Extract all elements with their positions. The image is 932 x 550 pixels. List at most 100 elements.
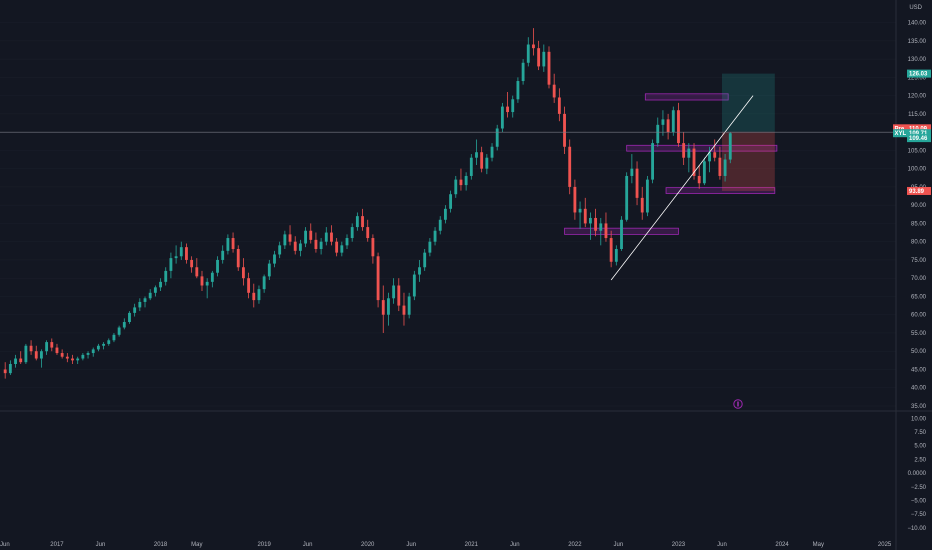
time-tick-label: Jun bbox=[406, 542, 416, 548]
target-zone[interactable] bbox=[721, 73, 775, 132]
grid-lines bbox=[0, 22, 896, 407]
candle-body bbox=[412, 274, 416, 297]
candle-body bbox=[563, 113, 566, 147]
time-tick-label: 2022 bbox=[568, 542, 582, 548]
candle-body bbox=[469, 157, 473, 176]
candle-body bbox=[397, 285, 401, 306]
time-tick-label: Jun bbox=[717, 542, 727, 548]
oscillator-tick-label: 10.00 bbox=[911, 416, 927, 422]
candle-body bbox=[319, 241, 323, 249]
candle-body bbox=[547, 51, 551, 85]
price-tick-label: 55.00 bbox=[911, 331, 927, 337]
candle-body bbox=[423, 252, 427, 268]
candle-body bbox=[361, 216, 364, 228]
candle-body bbox=[153, 287, 157, 293]
badge-prefix bbox=[893, 124, 907, 133]
time-tick-label: Jun bbox=[510, 542, 520, 548]
candle-body bbox=[3, 369, 7, 374]
candle-body bbox=[293, 241, 297, 251]
long-position-tool[interactable] bbox=[721, 73, 775, 191]
price-tick-label: 75.00 bbox=[911, 258, 927, 264]
candle-body bbox=[345, 238, 349, 246]
candle-body bbox=[81, 354, 85, 359]
candle-body bbox=[692, 148, 696, 176]
candle-body bbox=[625, 175, 629, 220]
candle-body bbox=[40, 351, 43, 359]
oscillator-tick-label: 5.00 bbox=[914, 444, 926, 450]
candle-body bbox=[418, 267, 421, 275]
candle-body bbox=[324, 232, 328, 242]
candle-body bbox=[433, 230, 437, 242]
candle-body bbox=[252, 292, 256, 301]
oscillator-axis[interactable]: 10.00 7.50 5.00 2.50 0.0000 −2.50 −5.00 −7.50 −1… bbox=[907, 416, 926, 531]
candle-body bbox=[174, 256, 178, 259]
candle-body bbox=[350, 227, 354, 239]
time-tick-label: 2024 bbox=[775, 542, 789, 548]
candle-body bbox=[34, 351, 38, 359]
candle-body bbox=[402, 305, 406, 315]
price-badge bbox=[907, 124, 931, 133]
sr-zone[interactable] bbox=[626, 144, 778, 152]
price-tick-label: 85.00 bbox=[911, 221, 927, 227]
candle-body bbox=[568, 146, 572, 187]
candle-body bbox=[381, 300, 385, 315]
candle-body bbox=[210, 272, 214, 282]
price-badge bbox=[907, 69, 931, 78]
candle-body bbox=[651, 143, 655, 180]
candle-body bbox=[589, 217, 592, 224]
candle-body bbox=[273, 254, 276, 264]
candle-body bbox=[8, 364, 12, 374]
candle-body bbox=[179, 247, 183, 257]
price-tick-label: 100.00 bbox=[908, 167, 927, 173]
candlestick-series bbox=[3, 28, 732, 379]
sr-zone[interactable] bbox=[665, 187, 776, 194]
candle-body bbox=[475, 152, 478, 158]
time-tick-label: 2018 bbox=[154, 542, 168, 548]
price-badge-text: 109.46 bbox=[909, 136, 928, 142]
candle-body bbox=[65, 356, 69, 359]
candle-body bbox=[366, 227, 370, 239]
time-axis[interactable]: Jun 2017 Jun 2018 May 2019 Jun 2020 Jun 2021 Jun 20… bbox=[0, 542, 892, 548]
price-badge bbox=[907, 134, 931, 143]
candle-body bbox=[532, 44, 535, 49]
candle-body bbox=[60, 353, 64, 357]
candle-body bbox=[304, 230, 307, 244]
candle-body bbox=[29, 345, 33, 352]
price-tick-label: 60.00 bbox=[911, 313, 927, 319]
candle-body bbox=[604, 223, 608, 239]
candle-body bbox=[428, 241, 432, 253]
trendline-segment[interactable] bbox=[610, 95, 754, 281]
candle-body bbox=[86, 353, 90, 355]
candle-body bbox=[537, 48, 541, 67]
candle-body bbox=[247, 278, 251, 293]
price-tick-label: 125.00 bbox=[908, 75, 927, 81]
candle-body bbox=[91, 349, 95, 354]
candle-body bbox=[635, 168, 639, 198]
time-tick-label: 2017 bbox=[50, 542, 64, 548]
candle-body bbox=[728, 133, 732, 160]
candle-body bbox=[506, 106, 509, 113]
candle-body bbox=[241, 267, 245, 279]
event-marker-icon[interactable] bbox=[733, 399, 743, 409]
time-tick-label: May bbox=[813, 542, 824, 548]
oscillator-tick-label: 7.50 bbox=[914, 430, 926, 436]
candle-body bbox=[392, 285, 396, 299]
oscillator-tick-label: −5.00 bbox=[911, 498, 927, 504]
candle-body bbox=[521, 62, 525, 82]
candle-body bbox=[480, 152, 484, 169]
candle-body bbox=[231, 238, 235, 249]
price-tick-label: 135.00 bbox=[908, 39, 927, 45]
price-tick-label: 115.00 bbox=[908, 112, 927, 118]
candle-body bbox=[143, 298, 147, 302]
candle-body bbox=[19, 358, 23, 363]
candle-body bbox=[449, 194, 453, 209]
candle-body bbox=[330, 232, 333, 242]
trendline[interactable] bbox=[610, 95, 754, 281]
candle-body bbox=[164, 270, 168, 282]
price-tick-label: 50.00 bbox=[911, 349, 927, 355]
sr-zone[interactable] bbox=[644, 93, 729, 101]
candle-body bbox=[288, 234, 292, 242]
time-tick-label: 2020 bbox=[361, 542, 375, 548]
